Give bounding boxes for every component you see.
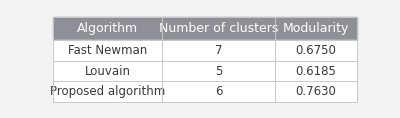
- Text: 7: 7: [215, 44, 222, 57]
- Bar: [53, 61, 357, 81]
- Text: 0.6750: 0.6750: [296, 44, 336, 57]
- Bar: [53, 17, 357, 40]
- Bar: [53, 40, 357, 61]
- Text: Modularity: Modularity: [283, 22, 349, 35]
- Text: Number of clusters: Number of clusters: [159, 22, 278, 35]
- Text: 6: 6: [215, 85, 222, 98]
- Text: 0.7630: 0.7630: [296, 85, 336, 98]
- Text: Proposed algorithm: Proposed algorithm: [50, 85, 166, 98]
- Text: 0.6185: 0.6185: [296, 65, 336, 78]
- Bar: [53, 81, 357, 102]
- Text: 5: 5: [215, 65, 222, 78]
- Text: Louvain: Louvain: [85, 65, 131, 78]
- Text: Algorithm: Algorithm: [77, 22, 138, 35]
- Text: Fast Newman: Fast Newman: [68, 44, 148, 57]
